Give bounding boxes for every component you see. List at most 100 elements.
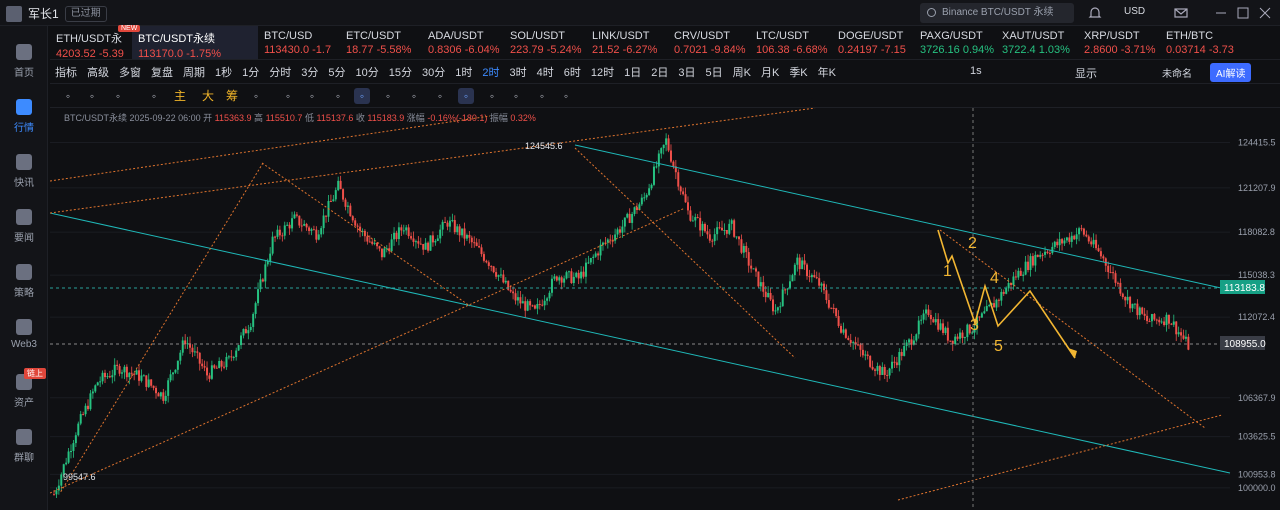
ticker-tab[interactable]: DOGE/USDT 0.24197 -7.15: [832, 26, 914, 59]
crosshair-price-tag: [1220, 336, 1265, 350]
draw-tool-icon[interactable]: ◦: [539, 89, 545, 103]
ticker-tab[interactable]: BTC/USDT永续 113170.0 -1.75%: [132, 26, 258, 59]
draw-tool-icon[interactable]: ◦: [513, 89, 519, 103]
interval-select[interactable]: 1s: [970, 65, 982, 77]
draw-tool-icon[interactable]: ◦: [65, 89, 71, 103]
draw-tool-icon[interactable]: ◦: [458, 88, 474, 104]
ticker-tab[interactable]: ADA/USDT 0.8306 -6.04%: [422, 26, 504, 59]
timeframe-option[interactable]: 3分: [301, 66, 319, 79]
timeframe-option[interactable]: 1时: [455, 66, 473, 79]
display-button[interactable]: 显示: [1075, 68, 1097, 80]
timeframe-option[interactable]: 1日: [624, 66, 642, 79]
draw-tool-icon[interactable]: ◦: [385, 89, 391, 103]
timeframe-option[interactable]: 6时: [563, 66, 581, 79]
avatar[interactable]: [6, 5, 22, 22]
candle-body: [1073, 235, 1076, 240]
draw-tool-icon[interactable]: ◦: [437, 89, 443, 103]
sidebar-item-1[interactable]: 行情: [0, 99, 48, 134]
timeframe-option[interactable]: 高级: [87, 66, 109, 79]
ticker-tab[interactable]: ETC/USDT 18.77 -5.58%: [340, 26, 422, 59]
timeframe-option[interactable]: 周期: [183, 66, 205, 79]
ticker-tab[interactable]: XAUT/USDT 3722.4 1.03%: [996, 26, 1078, 59]
draw-tool-icon[interactable]: ◦: [89, 89, 95, 103]
candle-body: [344, 199, 347, 207]
ticker-tab[interactable]: LINK/USDT 21.52 -6.27%: [586, 26, 668, 59]
timeframe-option[interactable]: 年K: [817, 66, 836, 79]
user-info[interactable]: 军长1 已过期: [6, 5, 107, 22]
timeframe-option[interactable]: 12时: [590, 66, 615, 79]
timeframe-option[interactable]: 3时: [509, 66, 527, 79]
timeframe-option[interactable]: 月K: [760, 66, 780, 79]
ticker-tab[interactable]: ETH/USDT永 4203.52 -5.39: [50, 26, 132, 59]
currency-select[interactable]: USD: [1124, 6, 1146, 17]
draw-tool-icon[interactable]: ◦: [489, 89, 495, 103]
ticker-tab[interactable]: XRP/USDT 2.8600 -3.71%: [1078, 26, 1160, 59]
sidebar-item-5[interactable]: Web3: [0, 319, 48, 350]
draw-tool-icon[interactable]: ◦: [411, 89, 417, 103]
candle-body: [813, 274, 816, 278]
candle-body: [215, 367, 218, 369]
sidebar-item-3[interactable]: 要闻: [0, 209, 48, 244]
timeframe-option[interactable]: 季K: [789, 66, 808, 79]
ai-interpret-button[interactable]: AI解读: [1210, 63, 1252, 82]
candle-body: [448, 220, 451, 227]
minimize-icon[interactable]: [1214, 6, 1228, 20]
search-input[interactable]: Binance BTC/USDT 永续: [920, 3, 1074, 23]
price-chart[interactable]: 124415.5 121207.9 118082.8 115038.3 112072.4…: [50, 108, 1280, 510]
candle-body: [1150, 314, 1153, 322]
candle-body: [482, 254, 485, 261]
maximize-icon[interactable]: [1236, 6, 1250, 20]
candle-body: [1080, 228, 1083, 230]
draw-tool-icon[interactable]: ◦: [253, 89, 259, 103]
close-icon[interactable]: [1258, 6, 1272, 20]
timeframe-option[interactable]: 15分: [388, 66, 412, 79]
bell-icon[interactable]: [1088, 6, 1102, 20]
timeframe-option[interactable]: 1秒: [215, 66, 233, 79]
draw-tool-icon[interactable]: 主: [173, 89, 186, 103]
timeframe-option[interactable]: 多窗: [119, 66, 141, 79]
draw-tool-icon[interactable]: 筹: [225, 89, 238, 103]
mail-icon[interactable]: [1174, 6, 1188, 20]
timeframe-option[interactable]: 3日: [678, 66, 696, 79]
draw-tool-icon[interactable]: ◦: [115, 89, 121, 103]
draw-tool-icon[interactable]: 大: [201, 89, 214, 103]
draw-tool-icon[interactable]: ◦: [354, 88, 370, 104]
sidebar-item-7[interactable]: 群聊: [0, 429, 48, 464]
draw-tool-icon[interactable]: ◦: [335, 89, 341, 103]
timeframe-option[interactable]: 5日: [705, 66, 723, 79]
sidebar-item-0[interactable]: 首页: [0, 44, 48, 79]
timeframe-option[interactable]: 分时: [269, 66, 292, 79]
draw-tool-icon[interactable]: ◦: [151, 89, 157, 103]
timeframe-option[interactable]: 5分: [328, 66, 346, 79]
timeframe-option[interactable]: 2日: [651, 66, 669, 79]
timeframe-option[interactable]: 4时: [536, 66, 554, 79]
ticker-tab[interactable]: BTC/USD 113430.0 -1.7: [258, 26, 340, 59]
timeframe-option[interactable]: 周K: [732, 66, 751, 79]
sidebar: 首页行情快讯要闻策略 Web3 资产 链上群聊: [0, 26, 48, 510]
ticker-tab[interactable]: SOL/USDT 223.79 -5.24%: [504, 26, 586, 59]
timeframe-option[interactable]: 1分: [242, 66, 260, 79]
nav-icon: [16, 429, 32, 445]
draw-tool-icon[interactable]: ◦: [285, 89, 291, 103]
ticker-tab[interactable]: ETH/BTC 0.03714 -3.73: [1160, 26, 1242, 59]
sidebar-item-4[interactable]: 策略: [0, 264, 48, 299]
candle-body: [465, 234, 468, 239]
timeframe-option[interactable]: 指标: [55, 66, 77, 79]
timeframe-option[interactable]: 10分: [355, 66, 379, 79]
ticker-tab[interactable]: PAXG/USDT 3726.16 0.94%: [914, 26, 996, 59]
candle-body: [361, 230, 364, 232]
timeframe-option[interactable]: 30分: [422, 66, 446, 79]
ticker-tab[interactable]: LTC/USDT 106.38 -6.68%: [750, 26, 832, 59]
sidebar-item-6[interactable]: 资产 链上: [0, 368, 48, 409]
timeframe-option[interactable]: 复盘: [151, 66, 173, 79]
candle-body: [533, 305, 536, 309]
draw-tool-icon[interactable]: ◦: [563, 89, 569, 103]
ticker-tab[interactable]: CRV/USDT 0.7021 -9.84%: [668, 26, 750, 59]
candle-body: [796, 257, 799, 265]
sidebar-item-2[interactable]: 快讯: [0, 154, 48, 189]
timeframe-option[interactable]: 2时: [482, 66, 500, 79]
candle-body: [718, 227, 721, 229]
candle-body: [827, 300, 830, 308]
draw-tool-icon[interactable]: ◦: [309, 89, 315, 103]
layout-select[interactable]: 未命名: [1162, 69, 1192, 80]
